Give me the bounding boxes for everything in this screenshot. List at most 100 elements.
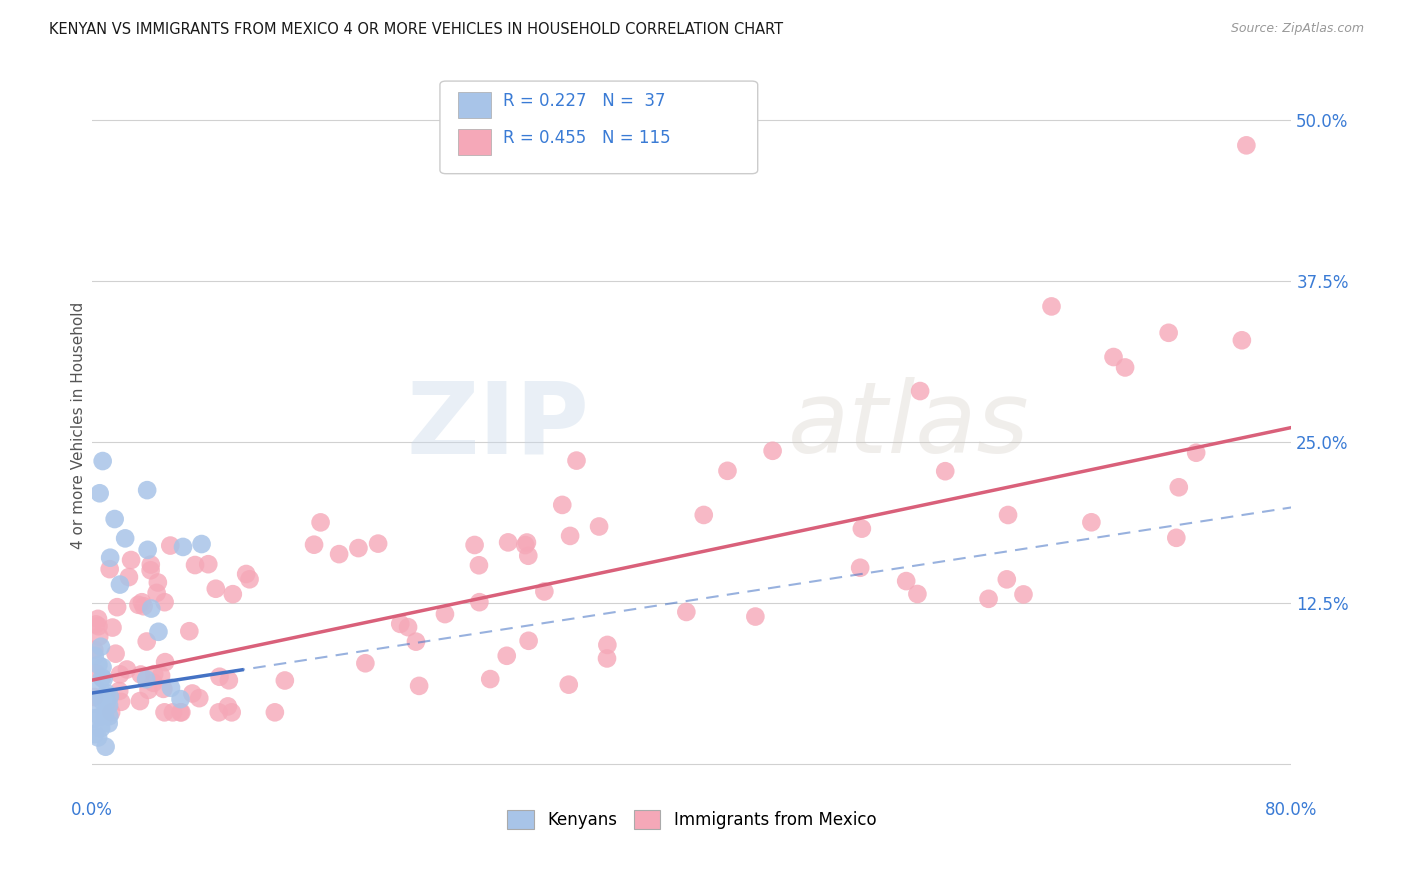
Point (98, 550, 121, 565)
Text: R = 0.227   N =  37: R = 0.227 N = 37 (503, 92, 666, 110)
Point (517, 549, 540, 563)
Point (849, 560, 872, 574)
Point (101, 621, 124, 635)
Point (181, 686, 204, 700)
Point (675, 605, 697, 619)
Point (84, 666, 107, 681)
Point (263, 706, 285, 720)
Point (136, 483, 159, 497)
Point (238, 572, 260, 586)
Point (468, 595, 491, 609)
Text: R = 0.455   N = 115: R = 0.455 N = 115 (503, 129, 671, 147)
Point (516, 535, 538, 549)
Point (389, 616, 412, 631)
Point (908, 384, 931, 398)
Point (565, 453, 588, 467)
Point (131, 595, 153, 609)
Point (148, 624, 170, 639)
Point (204, 582, 226, 596)
Point (162, 706, 184, 720)
Point (1040, 300, 1063, 314)
Text: ZIP: ZIP (406, 377, 591, 475)
Point (1230, 333, 1253, 347)
Y-axis label: 4 or more Vehicles in Household: 4 or more Vehicles in Household (72, 302, 87, 549)
Point (104, 647, 127, 661)
Point (91, 454, 114, 468)
Text: Source: ZipAtlas.com: Source: ZipAtlas.com (1230, 22, 1364, 36)
Point (170, 706, 193, 720)
Point (87, 612, 110, 626)
Point (1114, 360, 1136, 375)
Point (1012, 587, 1035, 601)
Point (135, 634, 157, 648)
Point (146, 575, 169, 590)
Point (91, 671, 114, 685)
Point (221, 706, 243, 720)
Point (153, 595, 176, 609)
Point (222, 587, 245, 601)
Point (558, 678, 581, 692)
Point (328, 547, 350, 561)
Point (84, 727, 107, 741)
Point (93, 672, 115, 686)
Point (135, 672, 157, 686)
Point (744, 609, 766, 624)
Point (997, 508, 1019, 522)
Point (172, 540, 194, 554)
Point (104, 512, 127, 526)
Point (1234, 138, 1257, 153)
Point (907, 587, 929, 601)
Point (184, 558, 207, 572)
Point (83, 711, 105, 725)
Point (197, 558, 219, 572)
Point (98, 562, 121, 576)
Point (120, 553, 142, 567)
Point (127, 598, 149, 612)
Point (114, 532, 136, 546)
Point (139, 563, 162, 577)
Point (495, 648, 517, 663)
Point (152, 681, 174, 696)
Point (90, 640, 112, 654)
Point (108, 667, 131, 681)
Point (716, 464, 738, 478)
Point (551, 498, 574, 512)
Point (143, 667, 166, 681)
Point (110, 695, 132, 709)
Point (98, 698, 121, 713)
Point (96, 695, 118, 709)
Point (169, 706, 191, 720)
Point (118, 570, 141, 584)
Point (190, 537, 212, 551)
Point (105, 600, 128, 615)
Point (83, 648, 105, 663)
Point (83, 690, 105, 704)
Point (108, 684, 131, 698)
Point (1080, 516, 1102, 530)
Point (977, 591, 1000, 606)
Point (90, 693, 112, 707)
Point (208, 706, 231, 720)
Point (558, 529, 581, 543)
Point (141, 601, 163, 615)
Point (132, 599, 155, 614)
Point (367, 536, 389, 550)
Point (108, 577, 131, 591)
Point (309, 516, 332, 530)
Point (208, 670, 231, 684)
Point (153, 706, 176, 720)
Point (596, 651, 619, 665)
Point (515, 538, 537, 552)
Point (479, 672, 502, 686)
Point (129, 667, 152, 681)
Point (934, 464, 956, 478)
Point (468, 558, 491, 573)
Point (87, 619, 110, 633)
Point (87, 657, 110, 672)
Bar (458, 92, 492, 118)
Point (302, 538, 325, 552)
Point (100, 706, 122, 720)
Legend: Kenyans, Immigrants from Mexico: Kenyans, Immigrants from Mexico (501, 804, 883, 836)
Point (160, 681, 183, 695)
Point (129, 694, 152, 708)
